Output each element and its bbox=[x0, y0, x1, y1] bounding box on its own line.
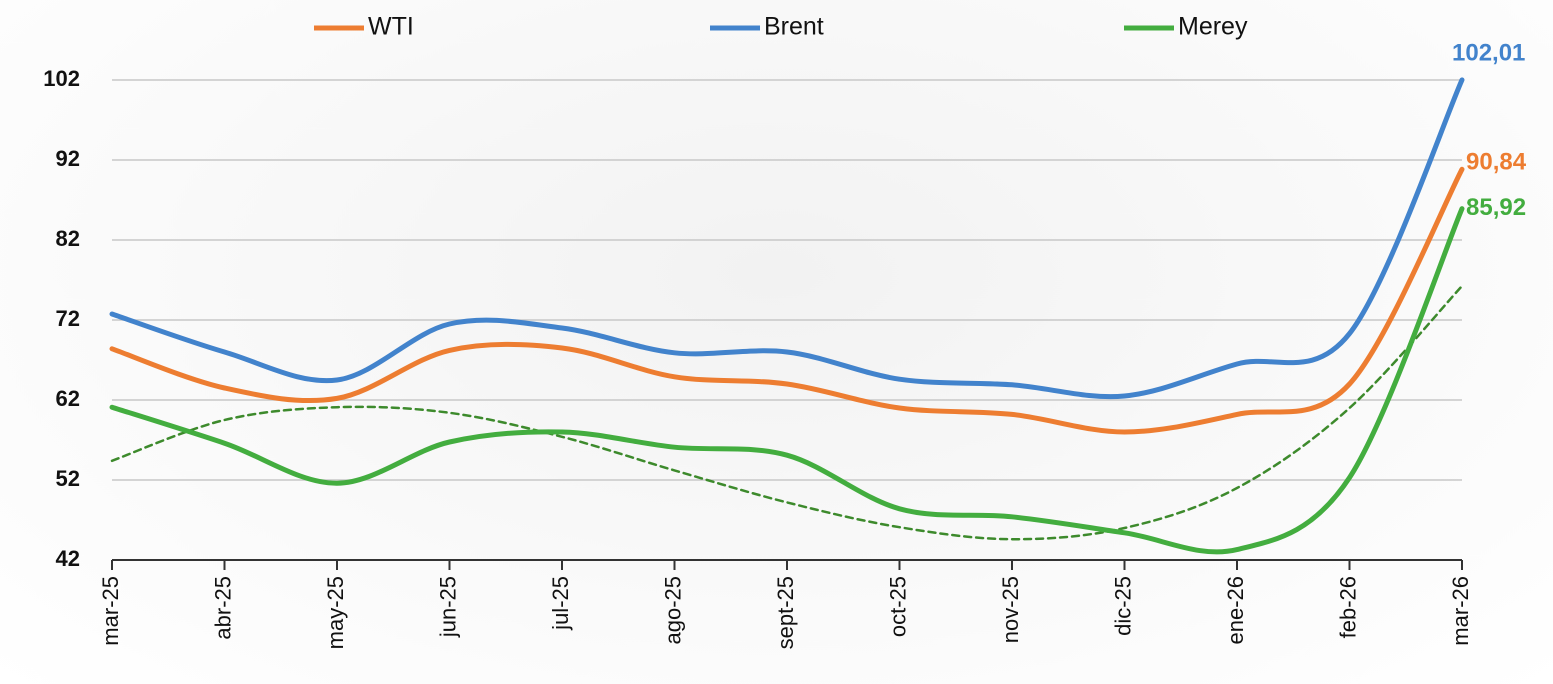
trend-line bbox=[110, 284, 1464, 541]
y-tick-label: 72 bbox=[56, 306, 80, 331]
y-tick-label: 92 bbox=[56, 146, 80, 171]
x-tick-label: may-25 bbox=[323, 576, 348, 649]
y-tick-label: 102 bbox=[43, 66, 80, 91]
data-label: 102,01 bbox=[1452, 39, 1525, 66]
x-tick-label: jul-25 bbox=[548, 576, 573, 631]
x-tick-label: ago-25 bbox=[660, 576, 685, 645]
y-tick-label: 42 bbox=[56, 546, 80, 571]
data-label: 85,92 bbox=[1466, 194, 1526, 221]
legend-label: Merey bbox=[1178, 13, 1248, 41]
x-tick-label: dic-25 bbox=[1110, 576, 1135, 636]
legend-label: WTI bbox=[368, 13, 414, 41]
x-tick-label: nov-25 bbox=[998, 576, 1023, 643]
x-tick-label: abr-25 bbox=[210, 576, 235, 640]
x-tick-label: oct-25 bbox=[885, 576, 910, 637]
data-label: 90,84 bbox=[1466, 149, 1527, 176]
x-tick-label: mar-26 bbox=[1448, 576, 1473, 646]
x-tick-label: mar-25 bbox=[98, 576, 123, 646]
series-line bbox=[109, 206, 1465, 555]
x-tick-label: sept-25 bbox=[773, 576, 798, 649]
y-tick-label: 62 bbox=[56, 386, 80, 411]
x-tick-label: feb-26 bbox=[1335, 576, 1360, 638]
series-line bbox=[109, 77, 1465, 400]
x-tick-label: jun-25 bbox=[435, 576, 460, 638]
series-line bbox=[109, 166, 1465, 435]
y-tick-label: 52 bbox=[56, 466, 80, 491]
y-tick-label: 82 bbox=[56, 226, 80, 251]
legend-label: Brent bbox=[764, 13, 824, 41]
x-tick-label: ene-26 bbox=[1223, 576, 1248, 645]
